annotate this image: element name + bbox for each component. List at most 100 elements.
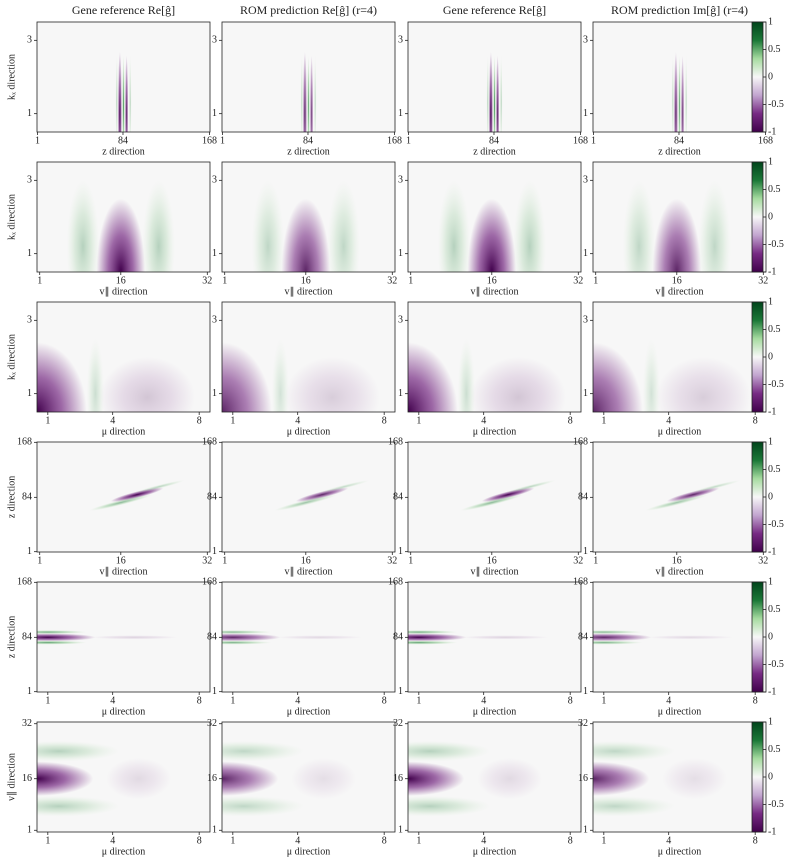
y-tick-label: 1 <box>27 546 32 557</box>
x-tick-label: 4 <box>666 835 671 846</box>
x-tick-label: 16 <box>116 555 126 566</box>
x-axis-label: μ direction <box>658 846 701 857</box>
y-tick-label: 168 <box>573 437 588 448</box>
colorbar-tick-label: 0.5 <box>768 464 781 475</box>
x-tick-label: 168 <box>202 135 217 146</box>
heatmap-field <box>593 338 751 412</box>
heatmap-field <box>37 630 178 645</box>
y-tick-label: 1 <box>27 108 32 119</box>
x-tick-label: 1 <box>230 415 235 426</box>
x-axis-label: μ direction <box>658 706 701 717</box>
y-tick-label: 1 <box>27 248 32 259</box>
x-tick-label: 4 <box>295 415 300 426</box>
field-blob <box>642 338 661 412</box>
x-tick-label: 8 <box>568 415 573 426</box>
y-axis-label: z direction <box>6 616 17 658</box>
field-blob <box>488 51 493 132</box>
field-blob <box>37 795 120 817</box>
x-tick-label: 16 <box>301 275 311 286</box>
field-blob <box>666 487 720 502</box>
y-tick-label: 3 <box>212 175 217 186</box>
panel-frame <box>36 721 211 833</box>
field-blob <box>37 761 94 796</box>
x-tick-label: 4 <box>481 695 486 706</box>
y-tick-label: 32 <box>393 718 403 729</box>
x-axis-label: μ direction <box>287 426 330 437</box>
y-tick-label: 1 <box>212 686 217 697</box>
x-tick-label: 16 <box>116 275 126 286</box>
field-blob <box>309 55 314 132</box>
colorbar-tick-label: -1 <box>768 686 776 697</box>
x-axis-label: μ direction <box>102 846 145 857</box>
field-blob <box>132 480 185 494</box>
field-blob <box>655 357 751 412</box>
x-tick-label: 8 <box>197 415 202 426</box>
x-tick-label: 32 <box>758 555 768 566</box>
y-tick-label: 16 <box>22 773 32 784</box>
field-blob <box>86 338 105 412</box>
field-blob <box>313 55 317 132</box>
field-blob <box>66 180 100 272</box>
heatmap-field <box>645 480 741 511</box>
y-tick-label: 3 <box>583 35 588 46</box>
x-tick-label: 8 <box>197 695 202 706</box>
y-tick-label: 84 <box>393 632 403 643</box>
x-tick-label: 84 <box>489 135 499 146</box>
colorbar-tick-label: -0.5 <box>768 659 784 670</box>
field-blob <box>222 633 281 642</box>
field-blob <box>493 55 496 132</box>
y-axis-label: z direction <box>6 476 17 518</box>
field-blob <box>128 55 132 132</box>
x-axis-label: z direction <box>473 146 515 157</box>
colorbar-tick-label: -0.5 <box>768 519 784 530</box>
field-blob <box>106 758 172 800</box>
field-blob <box>222 795 305 817</box>
field-blob <box>222 342 272 412</box>
field-blob <box>647 635 734 640</box>
colorbar-tick-label: -0.5 <box>768 799 784 810</box>
panel-title: Gene reference Re[ĝ] <box>443 3 546 17</box>
y-tick-label: 3 <box>27 175 32 186</box>
x-tick-label: 32 <box>202 275 212 286</box>
y-tick-label: 168 <box>17 577 32 588</box>
x-tick-label: 1 <box>416 695 421 706</box>
field-blob <box>467 198 517 272</box>
x-axis-label: v∥ direction <box>284 566 332 577</box>
field-blob <box>470 357 566 412</box>
panel-frame <box>221 721 396 833</box>
field-blob <box>37 633 96 642</box>
y-tick-label: 1 <box>398 248 403 259</box>
x-axis-label: v∥ direction <box>99 566 147 577</box>
x-tick-label: 4 <box>481 415 486 426</box>
field-blob <box>222 630 272 635</box>
y-tick-label: 3 <box>583 315 588 326</box>
heatmap-field <box>622 180 731 272</box>
y-tick-label: 84 <box>578 632 588 643</box>
x-tick-label: 1 <box>408 555 413 566</box>
panel-frame <box>407 21 582 133</box>
x-tick-label: 16 <box>487 555 497 566</box>
y-tick-label: 3 <box>398 35 403 46</box>
x-axis-label: v∥ direction <box>99 286 147 297</box>
colorbar-tick-label: 0.5 <box>768 184 781 195</box>
colorbar-tick-label: 1 <box>768 576 773 587</box>
field-blob <box>281 198 331 272</box>
field-blob <box>513 180 546 272</box>
colorbar-tick-label: -1 <box>768 406 776 417</box>
colorbar <box>751 581 764 693</box>
field-blob <box>37 740 120 762</box>
colorbar <box>751 21 764 133</box>
field-blob <box>593 740 676 762</box>
field-blob <box>408 342 458 412</box>
x-axis-label: μ direction <box>473 706 516 717</box>
y-tick-label: 1 <box>398 108 403 119</box>
field-blob <box>680 55 685 132</box>
x-axis-label: v∥ direction <box>284 286 332 297</box>
y-tick-label: 1 <box>212 825 217 836</box>
colorbar <box>751 301 764 413</box>
x-tick-label: 32 <box>758 275 768 286</box>
colorbar-tick-label: 0 <box>768 491 773 502</box>
y-tick-label: 168 <box>17 437 32 448</box>
x-tick-label: 1 <box>37 275 42 286</box>
y-tick-label: 1 <box>398 546 403 557</box>
